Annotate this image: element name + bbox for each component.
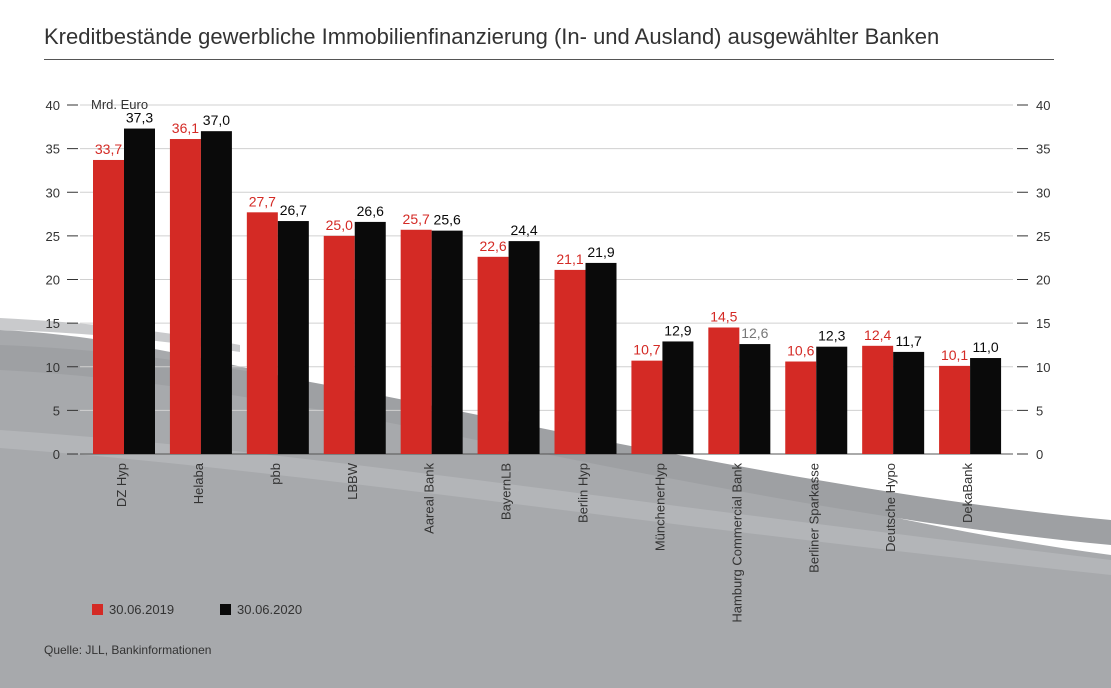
y-tick-label-right: 0 [1036, 447, 1043, 462]
bar-2019 [169, 139, 201, 454]
bar-2020 [893, 351, 925, 454]
data-label-2019: 10,1 [941, 347, 968, 363]
x-category-label: Berliner Sparkasse [806, 463, 821, 573]
bar-2019 [785, 361, 817, 454]
legend-swatch-2019 [92, 604, 103, 615]
data-label-2020: 12,9 [664, 322, 691, 338]
y-tick-label-left: 20 [46, 273, 60, 288]
data-label-2020: 12,3 [818, 328, 845, 344]
data-label-2019: 21,1 [556, 251, 583, 267]
x-category-label: pbb [268, 463, 283, 485]
x-category-label: Helaba [191, 462, 206, 504]
y-tick-label-left: 15 [46, 316, 60, 331]
y-tick-label-left: 35 [46, 142, 60, 157]
legend-label-2020: 30.06.2020 [237, 602, 303, 617]
title-divider [44, 59, 1054, 60]
bar-2020 [816, 346, 848, 454]
data-label-2020: 12,6 [741, 325, 768, 341]
y-tick-label-right: 5 [1036, 403, 1043, 418]
data-label-2020: 37,3 [126, 110, 153, 126]
data-label-2020: 11,7 [896, 333, 922, 349]
data-label-2019: 27,7 [249, 193, 276, 209]
bar-2019 [631, 360, 663, 454]
bar-2020 [662, 341, 694, 454]
bar-2019 [708, 327, 740, 454]
y-axis-unit-label: Mrd. Euro [91, 97, 149, 112]
x-category-label: BayernLB [499, 463, 514, 520]
x-category-label: DZ Hyp [114, 463, 129, 507]
bar-2020 [585, 262, 617, 454]
bar-2019 [939, 365, 971, 454]
legend-item-2019: 30.06.2019 [92, 602, 174, 617]
data-label-2020: 24,4 [510, 222, 537, 238]
bar-2020 [200, 131, 232, 455]
x-category-label: Aareal Bank [422, 463, 437, 534]
bar-2020 [124, 128, 155, 454]
y-tick-label-left: 10 [46, 360, 60, 375]
data-label-2019: 25,7 [403, 211, 430, 227]
bar-2019 [862, 345, 894, 454]
data-label-2020: 11,0 [972, 339, 998, 355]
legend-swatch-2020 [220, 604, 231, 615]
data-label-2020: 26,7 [280, 202, 307, 218]
data-label-2019: 22,6 [479, 238, 506, 254]
bar-2019 [554, 269, 586, 454]
bar-2020 [970, 358, 1002, 454]
y-tick-label-right: 25 [1036, 229, 1050, 244]
data-label-2019: 12,4 [864, 327, 891, 343]
y-tick-label-right: 40 [1036, 98, 1050, 113]
x-category-label: LBBW [345, 462, 360, 500]
data-label-2019: 25,0 [326, 217, 353, 233]
data-label-2019: 10,6 [787, 343, 814, 359]
legend-item-2020: 30.06.2020 [220, 602, 302, 617]
y-tick-label-right: 20 [1036, 273, 1050, 288]
data-label-2019: 36,1 [172, 120, 199, 136]
data-label-2020: 37,0 [203, 112, 230, 128]
y-tick-label-right: 10 [1036, 360, 1050, 375]
bar-2020 [739, 344, 771, 454]
y-tick-label-left: 25 [46, 229, 60, 244]
data-label-2020: 21,9 [587, 244, 614, 260]
bar-2019 [400, 229, 432, 454]
x-category-label: Berlin Hyp [576, 463, 591, 523]
legend-label-2019: 30.06.2019 [109, 602, 175, 617]
data-label-2020: 26,6 [357, 203, 384, 219]
bar-2019 [246, 212, 278, 454]
x-category-label: Hamburg Commercial Bank [729, 463, 744, 623]
y-tick-label-left: 5 [53, 403, 60, 418]
y-tick-label-left: 30 [46, 185, 60, 200]
y-tick-label-right: 15 [1036, 316, 1050, 331]
y-tick-label-left: 40 [46, 98, 60, 113]
data-label-2019: 14,5 [710, 308, 737, 324]
chart-title: Kreditbestände gewerbliche Immobilienfin… [44, 24, 940, 49]
bar-2019 [323, 235, 355, 454]
data-label-2019: 10,7 [633, 342, 660, 358]
x-category-label: Deutsche Hypo [883, 463, 898, 552]
source-note: Quelle: JLL, Bankinformationen [44, 643, 212, 657]
bar-2020 [508, 241, 540, 454]
bar-2019 [477, 256, 509, 454]
data-label-2019: 33,7 [95, 141, 122, 157]
bar-2020 [277, 221, 309, 454]
data-label-2020: 25,6 [434, 212, 461, 228]
y-tick-label-left: 0 [53, 447, 60, 462]
bar-2020 [354, 221, 386, 454]
y-tick-label-right: 35 [1036, 142, 1050, 157]
bar-2020 [431, 230, 463, 454]
y-tick-label-right: 30 [1036, 185, 1050, 200]
x-category-label: DekaBank [960, 463, 975, 523]
x-category-label: MünchenerHyp [652, 463, 667, 551]
bar-2019 [93, 159, 124, 454]
